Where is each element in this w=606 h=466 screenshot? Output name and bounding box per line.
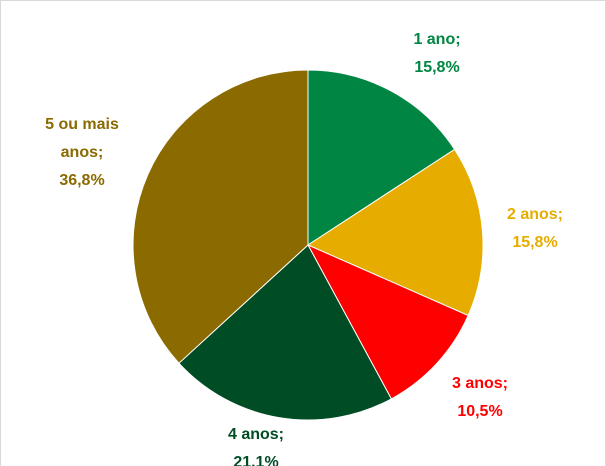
value-label: 21.1% xyxy=(233,454,279,466)
pie-slice xyxy=(306,148,484,317)
category-label: 1 ano; xyxy=(413,31,461,48)
category-label: 4 anos; xyxy=(227,426,284,443)
data-label: 1 ano; 15,8% xyxy=(392,26,482,82)
data-label: 5 ou mais anos; 36,8% xyxy=(32,111,132,195)
pie-slice xyxy=(307,69,456,246)
data-label: 4 anos; 21.1% xyxy=(211,421,301,466)
data-label: 2 anos; 15,8% xyxy=(490,201,580,257)
pie-slice xyxy=(132,69,309,364)
value-label: 15,8% xyxy=(512,234,558,251)
category-label: 2 anos; xyxy=(506,206,563,223)
data-label: 3 anos; 10,5% xyxy=(435,370,525,426)
category-label: 3 anos; xyxy=(451,375,508,392)
value-label: 10,5% xyxy=(457,403,503,420)
pie-slice xyxy=(178,244,393,421)
pie-slice xyxy=(306,243,469,400)
category-label: 5 ou mais anos; xyxy=(45,116,119,161)
value-label: 15,8% xyxy=(414,59,460,76)
value-label: 36,8% xyxy=(59,172,105,189)
